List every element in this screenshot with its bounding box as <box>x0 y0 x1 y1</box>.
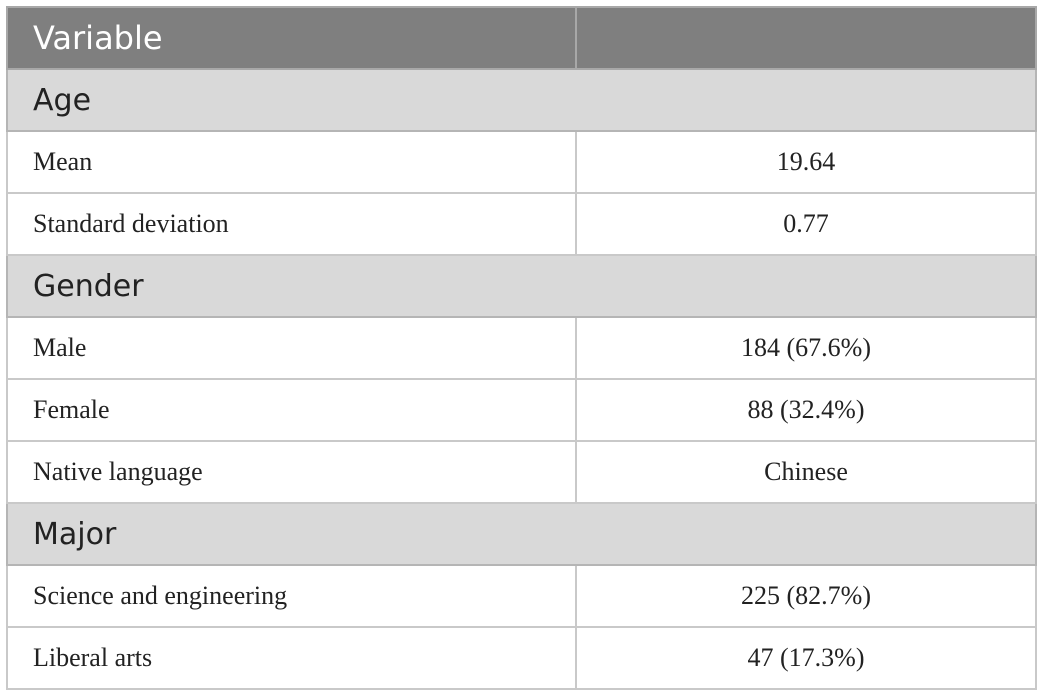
section-title: Age <box>6 68 1037 132</box>
row-value: 47 (17.3%) <box>575 626 1037 690</box>
table-row: Female 88 (32.4%) <box>6 378 1037 442</box>
row-label: Male <box>6 316 577 380</box>
section-row-gender: Gender <box>6 254 1037 318</box>
row-value: Chinese <box>575 440 1037 504</box>
row-value: 19.64 <box>575 130 1037 194</box>
table-row: Mean 19.64 <box>6 130 1037 194</box>
row-value: 184 (67.6%) <box>575 316 1037 380</box>
table-row: Male 184 (67.6%) <box>6 316 1037 380</box>
row-value: 88 (32.4%) <box>575 378 1037 442</box>
row-label: Mean <box>6 130 577 194</box>
row-label: Standard deviation <box>6 192 577 256</box>
demographics-table: Variable Age Mean 19.64 Standard deviati… <box>6 6 1037 690</box>
row-label: Female <box>6 378 577 442</box>
section-title: Gender <box>6 254 1037 318</box>
section-row-major: Major <box>6 502 1037 566</box>
section-title: Major <box>6 502 1037 566</box>
table-row: Liberal arts 47 (17.3%) <box>6 626 1037 690</box>
table-row: Standard deviation 0.77 <box>6 192 1037 256</box>
table-header-row: Variable <box>6 6 1037 70</box>
row-label: Native language <box>6 440 577 504</box>
row-value: 225 (82.7%) <box>575 564 1037 628</box>
table-row: Native language Chinese <box>6 440 1037 504</box>
section-row-age: Age <box>6 68 1037 132</box>
header-variable: Variable <box>6 6 577 70</box>
row-value: 0.77 <box>575 192 1037 256</box>
header-value <box>575 6 1037 70</box>
row-label: Liberal arts <box>6 626 577 690</box>
table-row: Science and engineering 225 (82.7%) <box>6 564 1037 628</box>
row-label: Science and engineering <box>6 564 577 628</box>
